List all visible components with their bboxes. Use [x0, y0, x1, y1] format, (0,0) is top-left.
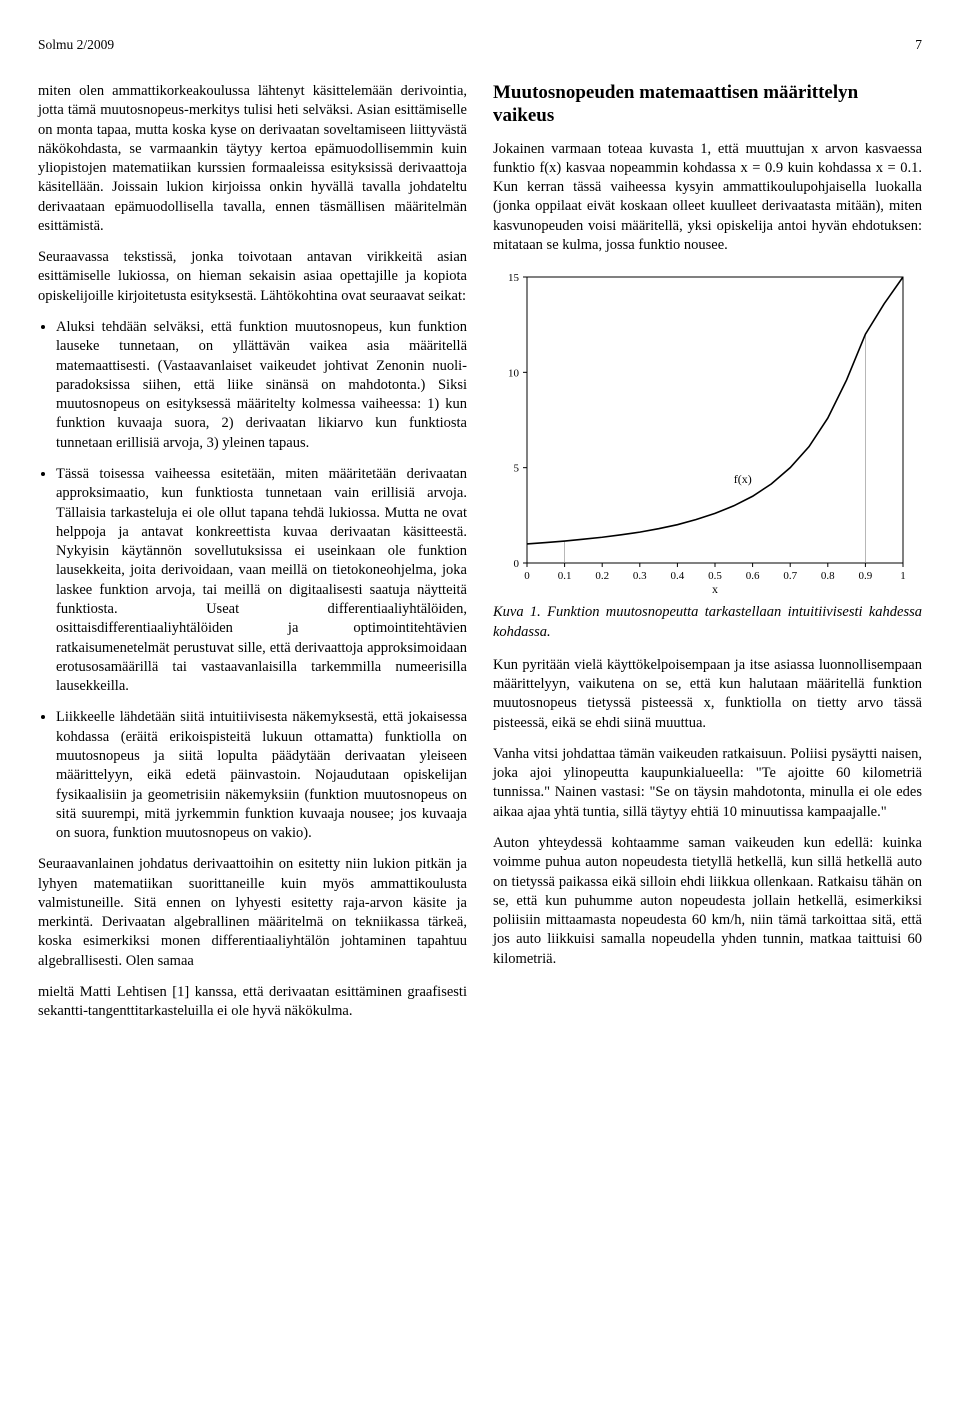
figure-1: 00.10.20.30.40.50.60.70.80.91051015xf(x)… — [493, 267, 922, 642]
paragraph: mieltä Matti Lehtisen [1] kanssa, että d… — [38, 983, 467, 1022]
svg-text:10: 10 — [508, 368, 520, 380]
svg-text:0: 0 — [514, 558, 520, 570]
svg-text:1: 1 — [900, 570, 906, 582]
bullet-list: Aluksi tehdään selväksi, että funktion m… — [38, 318, 467, 843]
figure-caption: Kuva 1. Funktion muutosnopeutta tarkaste… — [493, 603, 922, 642]
svg-text:x: x — [712, 582, 718, 596]
paragraph: Jokainen varmaan toteaa kuvasta 1, että … — [493, 140, 922, 256]
page-header: Solmu 2/2009 7 — [38, 36, 922, 54]
svg-text:5: 5 — [514, 463, 520, 475]
svg-text:0.6: 0.6 — [746, 570, 760, 582]
paragraph: Vanha vitsi johdattaa tämän vaikeuden ra… — [493, 745, 922, 822]
svg-text:0.5: 0.5 — [708, 570, 722, 582]
svg-text:0.1: 0.1 — [558, 570, 572, 582]
paragraph: Seuraavanlainen johdatus derivaattoihin … — [38, 855, 467, 971]
svg-text:15: 15 — [508, 272, 520, 284]
paragraph: Seuraavassa tekstissä, jonka toivotaan a… — [38, 248, 467, 306]
svg-text:0.2: 0.2 — [595, 570, 609, 582]
page-number: 7 — [915, 36, 922, 54]
paragraph: Kun pyritään vielä käyttökelpoisempaan j… — [493, 656, 922, 733]
journal-title: Solmu 2/2009 — [38, 36, 114, 54]
paragraph: miten olen ammattikorkeakoulussa lähteny… — [38, 82, 467, 236]
svg-text:0.3: 0.3 — [633, 570, 647, 582]
section-heading: Muutosnopeuden matemaattisen määrittelyn… — [493, 82, 922, 128]
svg-text:0.9: 0.9 — [859, 570, 873, 582]
svg-text:0.7: 0.7 — [783, 570, 797, 582]
paragraph: Auton yhteydessä kohtaamme saman vaikeud… — [493, 834, 922, 969]
article-body: miten olen ammattikorkeakoulussa lähteny… — [38, 82, 922, 1022]
svg-text:0.8: 0.8 — [821, 570, 835, 582]
svg-text:0: 0 — [524, 570, 530, 582]
list-item: Aluksi tehdään selväksi, että funktion m… — [56, 318, 467, 453]
list-item: Liikkeelle lähdetään siitä intuitiivises… — [56, 708, 467, 843]
line-chart: 00.10.20.30.40.50.60.70.80.91051015xf(x) — [493, 267, 913, 597]
svg-text:0.4: 0.4 — [671, 570, 685, 582]
svg-text:f(x): f(x) — [734, 472, 752, 486]
list-item: Tässä toisessa vaiheessa esitetään, mite… — [56, 465, 467, 696]
